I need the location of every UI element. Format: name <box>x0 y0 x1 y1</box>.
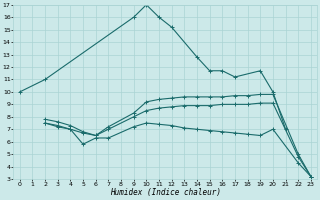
X-axis label: Humidex (Indice chaleur): Humidex (Indice chaleur) <box>110 188 221 197</box>
